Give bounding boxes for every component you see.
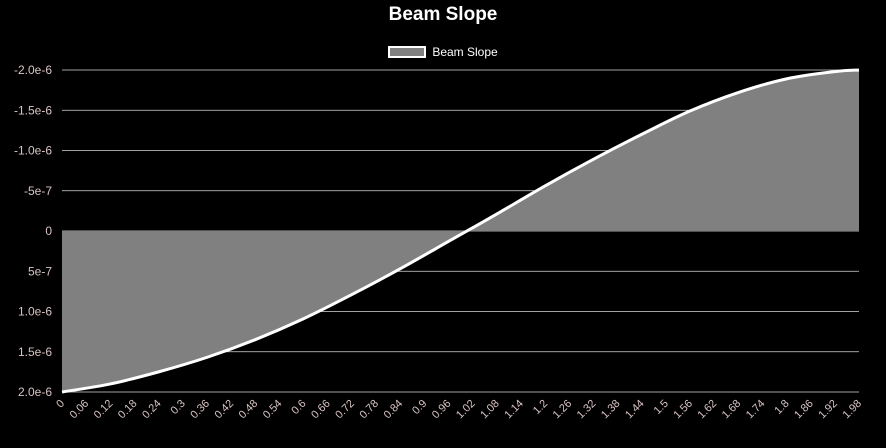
x-tick-label: 1.98 xyxy=(840,398,864,422)
x-tick-label: 0.96 xyxy=(430,398,454,422)
x-tick-label: 1.08 xyxy=(478,398,502,422)
y-tick-label: 5e-7 xyxy=(28,264,52,278)
y-tick-label: 1.0e-6 xyxy=(18,305,52,319)
x-tick-label: 1.5 xyxy=(652,398,671,417)
x-tick-label: 1.68 xyxy=(720,398,744,422)
x-tick-label: 0.3 xyxy=(169,398,188,417)
x-tick-label: 1.32 xyxy=(575,398,599,422)
y-tick-label: -5e-7 xyxy=(24,184,52,198)
x-tick-label: 1.56 xyxy=(671,398,695,422)
y-tick-label: -1.0e-6 xyxy=(14,144,52,158)
x-tick-label: 0 xyxy=(54,398,67,411)
legend-swatch[interactable] xyxy=(388,46,427,58)
x-tick-label: 1.8 xyxy=(772,398,791,417)
x-tick-label: 1.2 xyxy=(531,398,550,417)
x-tick-label: 0.42 xyxy=(213,398,237,422)
y-tick-label: -1.5e-6 xyxy=(14,103,52,117)
x-tick-label: 0.12 xyxy=(92,398,116,422)
chart-title: Beam Slope xyxy=(388,4,498,25)
legend-label[interactable]: Beam Slope xyxy=(432,45,498,59)
x-tick-label: 1.14 xyxy=(502,398,526,422)
x-tick-label: 1.26 xyxy=(551,398,575,422)
series-area xyxy=(62,70,859,392)
area-layer xyxy=(61,68,860,394)
x-tick-label: 0.66 xyxy=(309,398,333,422)
x-tick-label: 1.02 xyxy=(454,398,478,422)
y-tick-label: -2.0e-6 xyxy=(14,63,52,77)
x-tick-label: 1.74 xyxy=(744,398,768,422)
y-tick-label: 1.5e-6 xyxy=(18,345,52,359)
x-tick-label: 0.6 xyxy=(289,398,308,417)
x-tick-label: 0.18 xyxy=(116,398,140,422)
x-tick-label: 1.92 xyxy=(816,398,840,422)
x-tick-label: 0.84 xyxy=(382,398,406,422)
x-tick-label: 0.72 xyxy=(333,398,357,422)
y-tick-label: 2.0e-6 xyxy=(18,385,52,399)
x-tick-label: 1.44 xyxy=(623,398,647,422)
x-tick-label: 0.06 xyxy=(68,398,92,422)
x-tick-label: 0.54 xyxy=(261,398,285,422)
y-axis: -2.0e-6 -1.5e-6 -1.0e-6 -5e-7 0 5e-7 1.0e-6 1.5… xyxy=(14,63,52,399)
x-tick-label: 0.48 xyxy=(237,398,261,422)
y-tick-label: 0 xyxy=(45,224,52,238)
x-tick-label: 0.78 xyxy=(357,398,381,422)
x-tick-label: 0.24 xyxy=(140,398,164,422)
x-tick-label: 1.86 xyxy=(792,398,816,422)
x-tick-label: 0.9 xyxy=(410,398,429,417)
x-tick-label: 1.62 xyxy=(696,398,720,422)
x-tick-label: 1.38 xyxy=(599,398,623,422)
x-tick-label: 0.36 xyxy=(188,398,212,422)
legend[interactable]: Beam Slope xyxy=(0,45,886,59)
x-axis: 0 0.06 0.12 0.18 0.24 0.3 0.36 0.42 0.48 0.54 0.6 0… xyxy=(54,398,864,422)
